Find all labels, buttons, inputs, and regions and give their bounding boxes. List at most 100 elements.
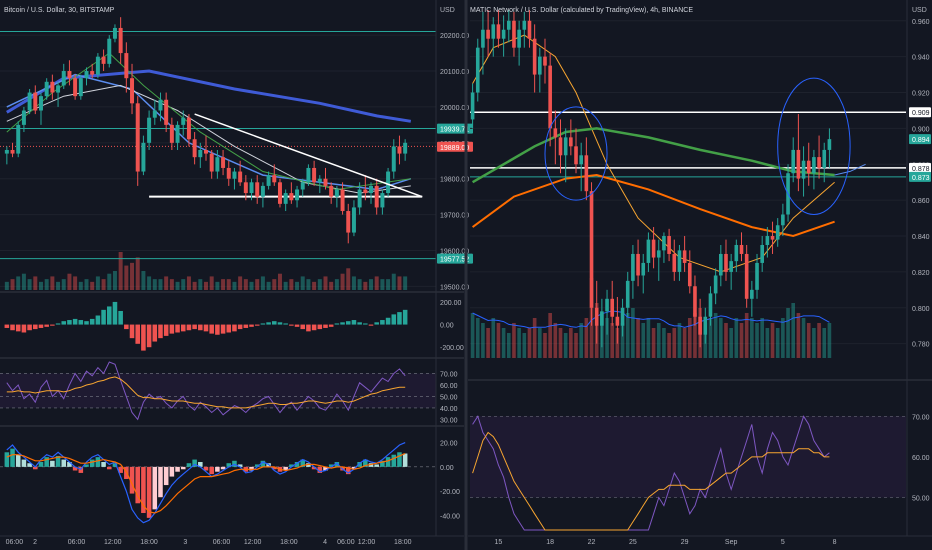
left-macd-pane[interactable]: 200.00 0.00 -200.00: [4, 300, 464, 352]
candle-body: [765, 236, 770, 245]
candle-body: [801, 160, 806, 179]
right-time-axis[interactable]: 15 18 22 25 29 Sep 5 8: [495, 539, 837, 546]
left-trendline[interactable]: [194, 113, 423, 198]
volume-bar: [181, 279, 186, 290]
left-rsi: [0, 361, 436, 421]
volume-bar: [636, 318, 640, 358]
ma-green: [471, 127, 835, 184]
macd-bar: [402, 309, 408, 325]
volume-bar: [729, 328, 733, 358]
left-oscillator: [0, 442, 436, 524]
macd-bar: [118, 310, 123, 325]
price-tick-label: 20200.00: [440, 33, 469, 40]
macd-bar: [169, 324, 175, 334]
osc-bar: [10, 448, 15, 467]
candle-body: [306, 167, 311, 183]
left-oscillator-pane[interactable]: 20.00 0.00 -20.00 -40.00: [0, 441, 460, 524]
candle-body: [750, 289, 754, 299]
candle-body: [548, 65, 552, 129]
macd-bar: [243, 324, 249, 328]
macd-bar: [198, 324, 203, 331]
volume-bar: [760, 318, 764, 358]
candle-body: [374, 185, 379, 208]
osc-bar: [300, 459, 306, 467]
volume-bar: [329, 281, 334, 290]
macd-bar: [95, 315, 101, 325]
macd-bar: [106, 306, 112, 325]
time-tick-label: 06:00: [6, 539, 24, 546]
time-tick-label: 5: [781, 539, 785, 546]
volume-bar: [786, 308, 790, 358]
osc-bar: [44, 457, 49, 467]
osc-bar: [215, 466, 220, 472]
candle-body: [651, 239, 656, 258]
right-horizontal-lines[interactable]: [470, 111, 906, 178]
macd-bar: [209, 324, 214, 334]
left-chart[interactable]: Bitcoin / U.S. Dollar, 30, BITSTAMP USD …: [0, 7, 473, 546]
candle-body: [73, 78, 78, 97]
macd-bar: [180, 324, 186, 332]
candle-body: [33, 92, 38, 111]
price-label-box: [909, 171, 931, 182]
osc-bar: [345, 466, 351, 475]
left-time-axis[interactable]: 06:00 2 06:00 12:00 18:00 3 06:00 12:00 18:00 4 06…: [6, 539, 412, 546]
price-label-text: 19889.00: [440, 145, 469, 152]
candle-body: [260, 185, 265, 197]
volume-bar: [538, 328, 542, 358]
osc-bar: [402, 453, 408, 467]
rsi-line: [6, 361, 406, 421]
osc-bar: [72, 466, 78, 471]
candle-body: [243, 182, 248, 194]
right-price-pane[interactable]: MATIC Network / U.S. Dollar (calculated …: [470, 7, 931, 358]
candle-body: [817, 157, 821, 168]
candle-body: [481, 29, 485, 48]
osc-bar: [328, 464, 334, 467]
candle-body: [584, 155, 589, 192]
osc-bar: [180, 466, 186, 470]
candle-body: [249, 182, 254, 194]
volume-bar: [295, 281, 300, 290]
volume-bar: [744, 313, 749, 358]
left-currency-label: USD: [440, 7, 455, 14]
candle-body: [21, 110, 26, 125]
candle-body: [512, 20, 516, 48]
right-rsi-axis: 70.00 60.00 50.00: [912, 414, 930, 502]
osc-bar: [146, 466, 152, 518]
candle-body: [781, 214, 785, 226]
candle-body: [527, 20, 532, 39]
macd-bar: [277, 322, 283, 325]
right-rsi-pane[interactable]: 70.00 60.00 50.00: [470, 414, 930, 531]
osc-bar: [118, 466, 123, 473]
right-chart[interactable]: MATIC Network / U.S. Dollar (calculated …: [470, 7, 931, 546]
left-price-pane[interactable]: Bitcoin / U.S. Dollar, 30, BITSTAMP USD …: [0, 7, 473, 291]
candle-body: [553, 128, 558, 138]
left-price-axis[interactable]: 20200.0020100.0020000.0019900.0019800.00…: [437, 33, 473, 291]
volume-bar: [351, 276, 356, 290]
volume-bar: [386, 279, 391, 290]
left-rsi-pane[interactable]: 70.00 60.00 50.00 40.00 30.00: [0, 361, 458, 424]
candle-body: [677, 250, 682, 272]
candle-body: [563, 137, 568, 156]
candle-body: [329, 185, 334, 197]
volume-bar: [625, 313, 630, 358]
volume-bar: [558, 328, 563, 358]
rsi-band: [0, 373, 436, 408]
macd-bar: [289, 324, 294, 326]
candle-body: [192, 139, 197, 158]
candle-body: [739, 244, 744, 254]
rsi-tick-label: 50.00: [912, 496, 930, 503]
candle-body: [357, 189, 362, 208]
volume-bar: [403, 276, 408, 290]
candle-body: [351, 207, 356, 233]
osc-bar: [112, 463, 118, 467]
macd-bar: [391, 314, 397, 325]
candle-body: [579, 155, 583, 165]
osc-bar: [203, 466, 209, 471]
right-ellipse-drawings[interactable]: [544, 77, 851, 215]
macd-bar: [311, 324, 317, 331]
volume-bar: [215, 281, 220, 290]
volume-bar: [238, 276, 243, 290]
candle-body: [186, 117, 191, 140]
right-price-axis[interactable]: 0.9600.9400.9200.9000.8800.8600.8400.820…: [909, 19, 931, 349]
